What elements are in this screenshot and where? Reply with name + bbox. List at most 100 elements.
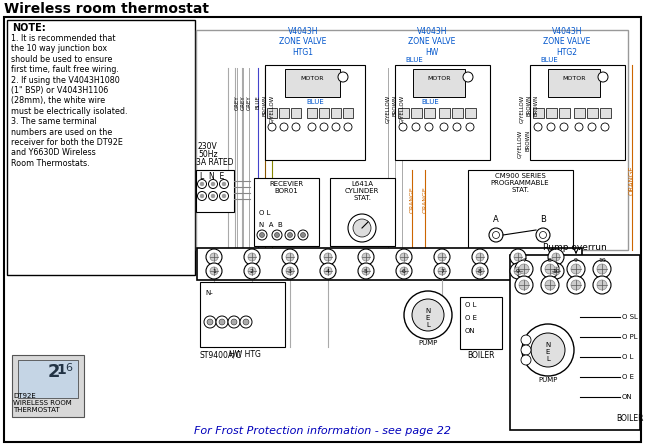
Circle shape <box>280 123 288 131</box>
Bar <box>254 178 319 246</box>
Circle shape <box>353 219 371 237</box>
Bar <box>411 108 422 118</box>
Circle shape <box>597 280 607 290</box>
Circle shape <box>521 355 531 365</box>
Bar <box>7 20 195 275</box>
Circle shape <box>222 194 226 198</box>
Text: G/YELLOW: G/YELLOW <box>386 95 390 123</box>
Circle shape <box>515 276 533 294</box>
Text: ORANGE: ORANGE <box>422 187 428 213</box>
Circle shape <box>534 123 542 131</box>
Bar <box>424 108 435 118</box>
Bar <box>395 65 490 160</box>
Circle shape <box>228 316 240 328</box>
Circle shape <box>396 249 412 265</box>
Circle shape <box>434 249 450 265</box>
Text: O E: O E <box>465 315 477 321</box>
Circle shape <box>601 123 609 131</box>
Text: ORANGE: ORANGE <box>410 187 415 213</box>
Circle shape <box>358 263 374 279</box>
Text: BROWN: BROWN <box>263 95 268 116</box>
Text: DT92E: DT92E <box>13 393 35 399</box>
Text: BOILER: BOILER <box>467 351 495 360</box>
Text: GREY: GREY <box>241 95 246 110</box>
Circle shape <box>219 191 228 201</box>
Bar <box>291 108 301 118</box>
Text: N
E
L: N E L <box>425 308 431 328</box>
Text: N
E
L: N E L <box>546 342 551 362</box>
Circle shape <box>285 230 295 240</box>
Text: 50Hz: 50Hz <box>198 150 217 159</box>
Circle shape <box>400 253 408 261</box>
Bar <box>574 108 585 118</box>
Text: 5: 5 <box>364 269 368 274</box>
Circle shape <box>292 123 300 131</box>
Circle shape <box>510 249 526 265</box>
Circle shape <box>200 194 204 198</box>
Circle shape <box>598 72 608 82</box>
Circle shape <box>548 263 564 279</box>
Text: ON: ON <box>465 328 475 334</box>
Circle shape <box>476 253 484 261</box>
Circle shape <box>541 276 559 294</box>
Text: B: B <box>540 215 546 224</box>
Text: 3A RATED: 3A RATED <box>196 158 233 167</box>
Circle shape <box>231 319 237 325</box>
Circle shape <box>248 253 256 261</box>
Text: 1. It is recommended that
the 10 way junction box
should be used to ensure
first: 1. It is recommended that the 10 way jun… <box>11 34 128 168</box>
Bar <box>331 108 341 118</box>
Text: 9: 9 <box>516 269 520 274</box>
Circle shape <box>476 267 484 275</box>
Bar <box>12 355 84 417</box>
Circle shape <box>552 267 560 275</box>
Circle shape <box>588 123 596 131</box>
Text: GREY: GREY <box>235 95 239 110</box>
Circle shape <box>308 123 316 131</box>
Circle shape <box>519 280 529 290</box>
Circle shape <box>493 232 499 239</box>
Bar <box>285 69 340 97</box>
Bar <box>439 108 450 118</box>
Text: O L: O L <box>259 210 270 216</box>
Circle shape <box>515 260 533 278</box>
Circle shape <box>545 264 555 274</box>
Circle shape <box>219 180 228 189</box>
Text: N  A  B: N A B <box>259 222 283 228</box>
Circle shape <box>332 123 340 131</box>
Bar <box>307 108 317 118</box>
Circle shape <box>548 249 564 265</box>
Bar <box>398 108 409 118</box>
Bar <box>465 108 476 118</box>
Circle shape <box>438 267 446 275</box>
Text: 1: 1 <box>56 363 66 377</box>
Circle shape <box>207 319 213 325</box>
Circle shape <box>268 123 276 131</box>
Text: HW HTG: HW HTG <box>229 350 261 359</box>
Circle shape <box>593 260 611 278</box>
Circle shape <box>197 191 206 201</box>
Circle shape <box>344 123 352 131</box>
Text: G/YELLOW: G/YELLOW <box>399 95 404 123</box>
Circle shape <box>272 230 282 240</box>
Text: 6: 6 <box>402 269 406 274</box>
Bar <box>18 360 78 398</box>
Circle shape <box>575 123 583 131</box>
Bar <box>279 108 289 118</box>
Text: G/YELLOW: G/YELLOW <box>519 95 524 123</box>
Text: ST9400A/C: ST9400A/C <box>200 350 242 359</box>
Bar <box>510 255 640 430</box>
Text: G/YELLOW: G/YELLOW <box>270 95 275 123</box>
Circle shape <box>282 249 298 265</box>
Text: 1: 1 <box>212 269 216 274</box>
Circle shape <box>298 230 308 240</box>
Circle shape <box>489 228 503 242</box>
Text: PUMP: PUMP <box>419 340 438 346</box>
Text: BLUE: BLUE <box>306 99 324 105</box>
Text: 2: 2 <box>48 363 61 381</box>
Circle shape <box>472 263 488 279</box>
Bar <box>548 69 600 97</box>
Text: 9: 9 <box>574 258 578 263</box>
Circle shape <box>362 253 370 261</box>
Text: 4: 4 <box>326 269 330 274</box>
Text: MOTOR: MOTOR <box>427 76 451 81</box>
